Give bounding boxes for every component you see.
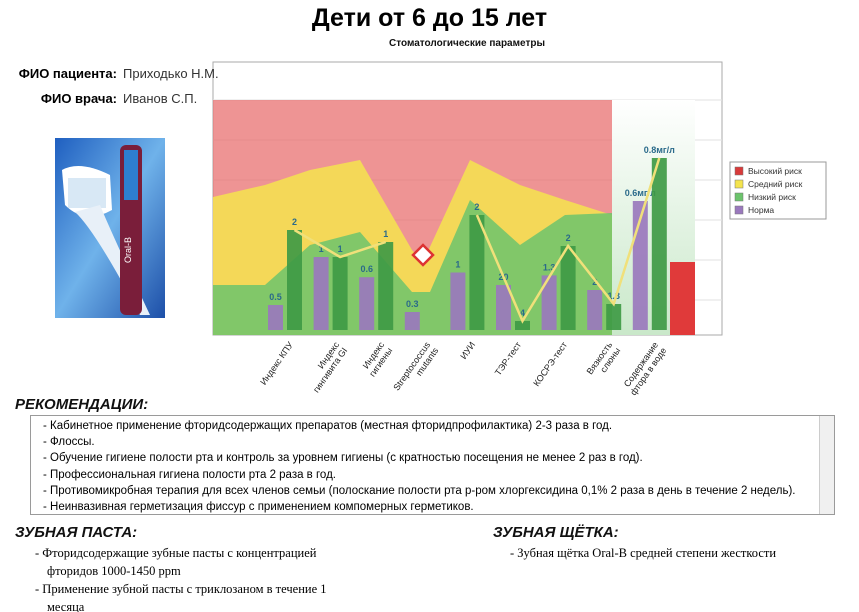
- patient-value: Приходько Н.М.: [123, 66, 219, 81]
- bar: [287, 230, 302, 330]
- series-line: [293, 157, 661, 324]
- list-item: - Применение зубной пасты с триклозаном …: [35, 582, 327, 612]
- value-label: 1.3: [543, 262, 556, 272]
- value-label: 0.8мг/л: [644, 145, 675, 155]
- value-label: 1.3: [607, 291, 620, 301]
- toothpaste-list: - Фторидсодержащие зубные пасты с концен…: [35, 544, 355, 612]
- zone-fluor-high: [670, 262, 695, 335]
- bar: [651, 158, 667, 330]
- list-item: - Неинвазивная герметизация фиссур с при…: [43, 501, 474, 514]
- zone-low: [213, 200, 612, 335]
- bar: [313, 257, 329, 330]
- bar: [469, 215, 485, 330]
- legend-label: Норма: [748, 205, 774, 215]
- marker: [411, 243, 435, 267]
- legend-swatch: [734, 192, 744, 202]
- scrollbar[interactable]: [819, 416, 834, 514]
- bar: [268, 305, 283, 330]
- chart-subtitle: Стоматологические параметры: [389, 38, 545, 49]
- value-label: 2: [566, 233, 571, 243]
- list-item: - Профессиональная гигиена полости рта 2…: [43, 468, 336, 481]
- bar: [450, 272, 466, 330]
- legend-swatch: [734, 166, 744, 176]
- recommendations-list: - Кабинетное применение фторидсодержащих…: [31, 416, 822, 515]
- value-label: 2: [592, 277, 597, 287]
- toothbrush-image: Oral-B: [55, 138, 165, 318]
- doctor-label: ФИО врача:: [40, 91, 117, 106]
- legend-label: Средний риск: [748, 179, 803, 189]
- value-label: 4: [520, 308, 525, 318]
- list-item: - Флоссы.: [43, 436, 95, 449]
- toothbrush-list: - Зубная щётка Oral-B средней степени же…: [510, 544, 830, 562]
- legend-items: Высокий риск Средний риск Низкий риск Норма: [734, 166, 803, 215]
- section-title: ЗУБНАЯ ПАСТА:: [15, 524, 138, 541]
- value-label: 2: [292, 217, 297, 227]
- list-item: - Обучение гигиене полости рта и контрол…: [43, 452, 643, 465]
- value-label: 1: [455, 260, 460, 270]
- bar: [404, 312, 420, 330]
- doctor-value: Иванов С.П.: [123, 91, 198, 106]
- bar: [606, 304, 622, 330]
- section-title: ЗУБНАЯ ЩЁТКА:: [493, 524, 619, 541]
- value-label: 1: [338, 244, 343, 254]
- recommendations-box: - Кабинетное применение фторидсодержащих…: [30, 415, 835, 515]
- value-label: 1: [383, 229, 388, 239]
- legend-label: Высокий риск: [748, 166, 802, 176]
- bar: [378, 242, 394, 330]
- list-item: - Зубная щётка Oral-B средней степени же…: [510, 546, 777, 560]
- value-label: 1: [319, 244, 324, 254]
- value-label: 0.5: [269, 292, 282, 302]
- bar: [359, 277, 375, 330]
- page-title: Дети от 6 до 15 лет: [311, 4, 548, 32]
- bar: [515, 321, 530, 330]
- patient-label: ФИО пациента:: [18, 66, 117, 81]
- bar: [496, 285, 511, 330]
- bar: [541, 275, 557, 330]
- legend-swatch: [734, 179, 744, 189]
- svg-text:Oral-B: Oral-B: [123, 237, 133, 263]
- bar: [560, 246, 576, 330]
- legend-label: Низкий риск: [748, 192, 796, 202]
- value-label: 0.6: [360, 264, 373, 274]
- value-label: 0.6мг/л: [625, 188, 656, 198]
- list-item: - Фторидсодержащие зубные пасты с концен…: [35, 546, 317, 578]
- list-item: - Кабинетное применение фторидсодержащих…: [43, 420, 613, 432]
- value-label: 2: [474, 202, 479, 212]
- bar: [332, 257, 348, 330]
- section-title: РЕКОМЕНДАЦИИ:: [15, 396, 149, 413]
- legend: [729, 161, 827, 220]
- bar: [587, 290, 603, 330]
- list-item: - Противомикробная терапия для всех член…: [43, 484, 796, 497]
- legend-swatch: [734, 205, 744, 215]
- value-label: 0.3: [406, 299, 419, 309]
